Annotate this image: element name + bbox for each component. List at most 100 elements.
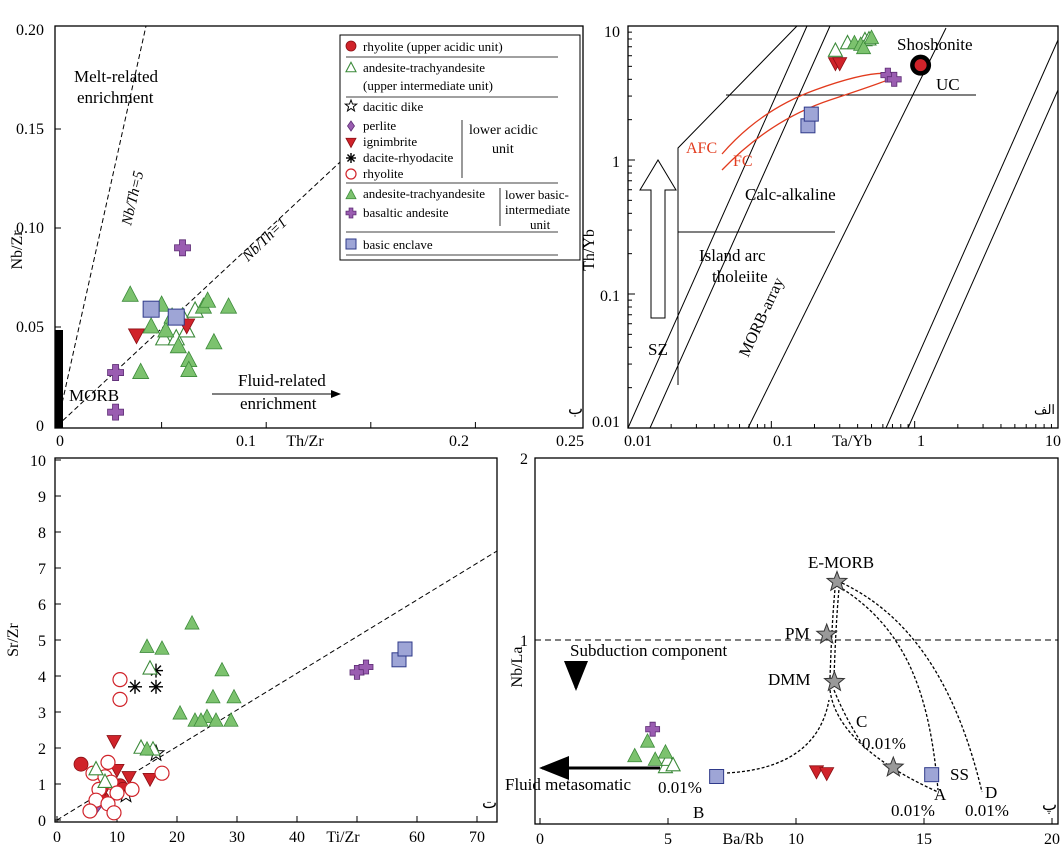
data-point bbox=[142, 659, 158, 675]
y-tick-label: 5 bbox=[38, 633, 46, 650]
x-tick-label: 0.2 bbox=[449, 433, 469, 450]
pm-label: PM bbox=[785, 624, 810, 643]
data-point bbox=[180, 360, 198, 377]
data-point bbox=[106, 735, 122, 750]
morb-label: MORB bbox=[69, 386, 119, 405]
x-tick-label: 0.25 bbox=[556, 433, 584, 450]
y-tick-label: 9 bbox=[38, 489, 46, 506]
legend-symbol bbox=[346, 153, 356, 163]
data-point bbox=[827, 41, 844, 57]
y-tick-label: 0.20 bbox=[16, 22, 44, 39]
shoshonite-label: Shoshonite bbox=[897, 35, 973, 54]
afc-curve bbox=[721, 72, 893, 155]
x-tick-label: 10 bbox=[109, 829, 125, 846]
x-tick-label: 20 bbox=[169, 829, 185, 846]
data-point bbox=[208, 712, 224, 727]
y-tick-label: 0.01 bbox=[592, 414, 620, 431]
fluid-metasomatic-label: Fluid metasomatic bbox=[505, 775, 632, 794]
data-point bbox=[142, 772, 158, 788]
data-point bbox=[855, 39, 872, 55]
fluid-label: Fluid-related bbox=[238, 371, 326, 390]
nb-th-1-line bbox=[56, 149, 354, 427]
x-tick-label: 0 bbox=[536, 831, 544, 848]
panel-corner-label: ب bbox=[568, 401, 583, 418]
reference-point-e-morb bbox=[825, 569, 849, 592]
data-point bbox=[205, 332, 223, 350]
panel-frame bbox=[54, 25, 584, 429]
subduction-label: Subduction component bbox=[570, 641, 728, 660]
curve-d-label: D bbox=[985, 783, 997, 802]
x-tick-label: 0.1 bbox=[236, 433, 256, 450]
x-tick-label: 0 bbox=[56, 433, 64, 450]
mixing-curves bbox=[726, 577, 983, 793]
x-tick-label: 70 bbox=[469, 829, 485, 846]
data-point bbox=[219, 297, 238, 314]
reference-point-pm bbox=[815, 622, 838, 645]
legend-label: rhyolite (upper acidic unit) bbox=[363, 39, 503, 54]
curve-a-label: A bbox=[934, 785, 947, 804]
data-point bbox=[358, 659, 374, 675]
x-tick-label: 5 bbox=[664, 831, 672, 848]
legend-symbol bbox=[345, 188, 357, 200]
y-tick-label: 1 bbox=[612, 154, 620, 171]
legend-symbol bbox=[345, 40, 357, 52]
data-point bbox=[157, 320, 175, 338]
panel-frame bbox=[627, 25, 1059, 429]
axis-ticks bbox=[55, 128, 476, 428]
marks bbox=[73, 614, 413, 821]
data-point bbox=[193, 712, 209, 727]
legend-symbol bbox=[345, 238, 357, 250]
data-point bbox=[709, 769, 725, 784]
data-point bbox=[139, 638, 155, 653]
data-point bbox=[100, 754, 116, 771]
data-point bbox=[88, 760, 104, 776]
y-tick-label: 0 bbox=[36, 418, 44, 435]
legend-group-label: unit bbox=[530, 217, 551, 232]
data-point bbox=[121, 285, 139, 302]
x-tick-label: 20 bbox=[1044, 831, 1060, 848]
curve-c-label: C bbox=[856, 712, 867, 731]
y-tick-label: 3 bbox=[38, 705, 46, 722]
nb-th-5-line bbox=[56, 25, 147, 427]
x-tick-label: 40 bbox=[289, 829, 305, 846]
legend-label: andesite-trachyandesite bbox=[363, 60, 485, 75]
data-point bbox=[819, 767, 835, 782]
sz-label: SZ bbox=[648, 340, 668, 359]
field-boundaries bbox=[627, 25, 1059, 429]
y-tick-label: 2 bbox=[38, 741, 46, 758]
y-tick-label: 7 bbox=[38, 561, 46, 578]
y-axis-label: Sr/Zr bbox=[5, 622, 22, 656]
sz-arrow bbox=[639, 159, 677, 319]
fc-curve bbox=[721, 77, 893, 171]
data-point bbox=[139, 740, 155, 756]
y-tick-label: 10 bbox=[30, 453, 46, 470]
y-tick-label: 4 bbox=[38, 669, 46, 686]
y-tick-label: 10 bbox=[604, 24, 620, 41]
legend-label: dacitic dike bbox=[363, 99, 424, 114]
data-point bbox=[107, 364, 124, 381]
data-point bbox=[639, 733, 656, 748]
data-point bbox=[149, 679, 163, 694]
data-point bbox=[174, 239, 191, 257]
uc-label: UC bbox=[936, 75, 960, 94]
x-axis-label: Ti/Zr bbox=[326, 829, 360, 846]
nb-th-5-label: Nb/Th=5 bbox=[119, 169, 147, 228]
data-point bbox=[665, 756, 682, 772]
legend-symbol bbox=[345, 61, 357, 73]
data-point bbox=[657, 743, 674, 759]
data-point bbox=[106, 805, 122, 821]
legend: rhyolite (upper acidic unit) andesite-tr… bbox=[339, 34, 581, 261]
data-point bbox=[397, 641, 413, 657]
data-point bbox=[112, 671, 128, 688]
legend-label: andesite-trachyandesite bbox=[363, 186, 485, 201]
x-tick-label: 10 bbox=[788, 831, 804, 848]
data-point bbox=[112, 691, 128, 708]
morb-array-label: MORB-array bbox=[736, 275, 787, 360]
y-tick-label: 6 bbox=[38, 597, 46, 614]
y-tick-label: 0.1 bbox=[600, 288, 620, 305]
data-point bbox=[121, 771, 137, 786]
data-point bbox=[803, 106, 819, 122]
legend-label: basic enclave bbox=[363, 237, 433, 252]
y-axis-label: Nb/La bbox=[509, 647, 526, 688]
data-point bbox=[97, 772, 113, 789]
